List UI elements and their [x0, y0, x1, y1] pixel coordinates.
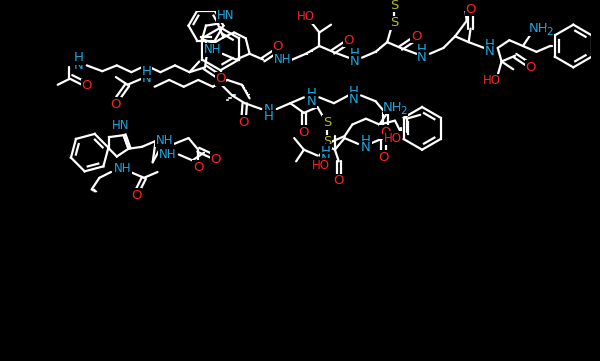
- Text: O: O: [211, 153, 221, 166]
- Text: N: N: [320, 153, 330, 166]
- Text: O: O: [272, 39, 283, 52]
- Text: H: H: [417, 43, 427, 56]
- Text: O: O: [110, 98, 121, 111]
- Text: O: O: [215, 73, 226, 86]
- Text: H: H: [349, 85, 358, 98]
- Text: N: N: [361, 141, 371, 154]
- Text: O: O: [466, 3, 476, 16]
- Text: S: S: [323, 116, 331, 129]
- Text: H: H: [361, 134, 371, 147]
- Text: O: O: [131, 189, 142, 202]
- Text: H: H: [142, 65, 152, 78]
- Text: NH: NH: [204, 43, 221, 56]
- Text: N: N: [264, 103, 274, 116]
- Text: O: O: [526, 61, 536, 74]
- Text: H: H: [264, 110, 274, 123]
- Text: NH: NH: [158, 148, 176, 161]
- Text: HO: HO: [313, 159, 331, 172]
- Text: O: O: [82, 79, 92, 92]
- Text: N: N: [349, 93, 358, 106]
- Text: HN: HN: [217, 9, 234, 22]
- Text: HO: HO: [297, 10, 315, 23]
- Text: O: O: [239, 116, 249, 129]
- Text: O: O: [378, 151, 389, 164]
- Text: NH: NH: [529, 22, 548, 35]
- Text: NH: NH: [155, 134, 173, 147]
- Text: O: O: [343, 34, 354, 47]
- Text: N: N: [307, 95, 317, 108]
- Text: S: S: [323, 135, 331, 148]
- Text: HN: HN: [112, 119, 130, 132]
- Text: H: H: [320, 145, 330, 158]
- Text: H: H: [74, 51, 84, 64]
- Text: N: N: [349, 55, 359, 68]
- Text: N: N: [485, 45, 495, 58]
- Text: H: H: [307, 87, 317, 100]
- Text: NH: NH: [114, 162, 131, 175]
- Text: S: S: [390, 0, 398, 12]
- Text: NH: NH: [383, 101, 403, 114]
- Text: HO: HO: [384, 132, 402, 145]
- Text: N: N: [142, 73, 152, 86]
- Text: H: H: [349, 47, 359, 60]
- Text: O: O: [193, 161, 203, 174]
- Text: 2: 2: [547, 27, 553, 38]
- Text: O: O: [299, 126, 309, 139]
- Text: S: S: [390, 16, 398, 29]
- Text: O: O: [411, 30, 422, 43]
- Text: NH: NH: [274, 53, 292, 66]
- Text: O: O: [380, 126, 391, 139]
- Text: N: N: [417, 51, 427, 64]
- Text: 2: 2: [400, 106, 407, 116]
- Text: O: O: [334, 174, 344, 187]
- Text: HO: HO: [483, 74, 501, 87]
- Text: N: N: [74, 59, 84, 72]
- Text: H: H: [485, 38, 495, 51]
